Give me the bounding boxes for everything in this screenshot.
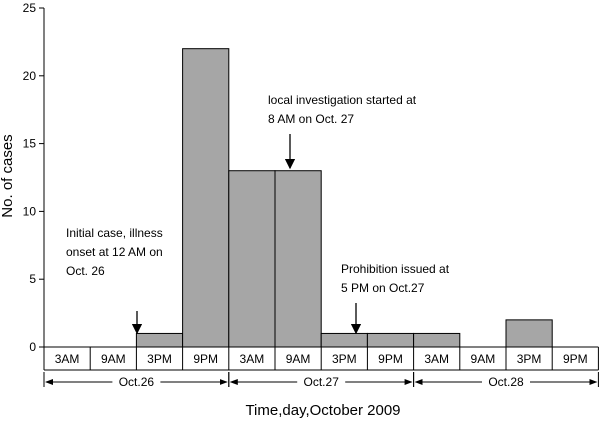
x-tick-label: 9AM: [101, 352, 126, 366]
bar: [274, 170, 322, 348]
x-tick-label: 3AM: [424, 352, 449, 366]
annotation-text: Initial case, illness: [66, 226, 163, 240]
annotation-text: Prohibition issued at: [341, 262, 450, 276]
x-tick-label: 9PM: [193, 352, 218, 366]
day-ranges: Oct.26 Oct.27 Oct.28: [43, 372, 599, 390]
annotations: Initial case, illness onset at 12 AM on Oc…: [66, 93, 450, 335]
x-tick-label: 9AM: [471, 352, 496, 366]
bar: [505, 319, 553, 348]
y-axis: 0 5 10 15 20 25: [23, 1, 45, 354]
x-tick-label: 3PM: [517, 352, 542, 366]
day-label-bg: [297, 374, 346, 390]
x-axis-title: Time,day,October 2009: [245, 402, 400, 419]
annotation-text: local investigation started at: [268, 93, 417, 107]
y-tick-label: 15: [23, 137, 37, 151]
bar: [413, 332, 461, 348]
y-tick-label: 20: [23, 69, 37, 83]
x-tick-label: 9PM: [563, 352, 588, 366]
bar: [228, 170, 276, 348]
day-label: Oct.27: [304, 375, 340, 389]
bar: [366, 332, 415, 348]
annotation-text: Oct. 26: [66, 264, 105, 278]
x-tick-label: 3AM: [55, 352, 80, 366]
y-tick-label: 25: [23, 1, 37, 15]
annotation-text: 8 AM on Oct. 27: [268, 112, 354, 126]
bar: [182, 48, 230, 348]
x-tick-label: 3PM: [332, 352, 357, 366]
bar: [320, 332, 368, 348]
x-tick-label: 3AM: [240, 352, 265, 366]
annotation-text: onset at 12 AM on: [66, 245, 163, 259]
x-tick-label: 3PM: [147, 352, 172, 366]
day-label-bg: [112, 374, 161, 390]
annotation-text: 5 PM on Oct.27: [341, 281, 425, 295]
y-tick-label: 0: [29, 340, 36, 354]
x-tick-label: 9PM: [378, 352, 403, 366]
y-axis-title: No. of cases: [0, 134, 16, 217]
bar: [135, 332, 184, 348]
day-label: Oct.26: [119, 375, 155, 389]
x-tick-label: 9AM: [286, 352, 311, 366]
x-category-row: 3AM 9AM 3PM 9PM 3AM 9AM 3PM 9PM 3AM 9AM 3PM 9PM: [43, 346, 599, 371]
y-tick-label: 10: [23, 204, 37, 218]
day-label-bg: [482, 374, 530, 390]
y-tick-label: 5: [29, 272, 36, 286]
day-label: Oct.28: [488, 375, 524, 389]
